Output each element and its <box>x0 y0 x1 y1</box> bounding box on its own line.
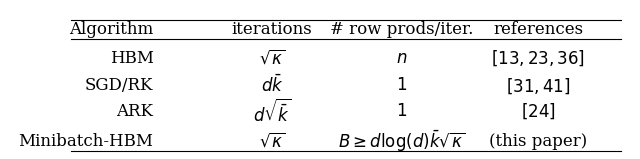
Text: $1$: $1$ <box>396 103 408 120</box>
Text: # row prods/iter.: # row prods/iter. <box>330 21 474 38</box>
Text: $\sqrt{\kappa}$: $\sqrt{\kappa}$ <box>259 132 285 151</box>
Text: $\sqrt{\kappa}$: $\sqrt{\kappa}$ <box>259 49 285 68</box>
Text: $d\bar{k}$: $d\bar{k}$ <box>260 75 284 97</box>
Text: $[13, 23, 36]$: $[13, 23, 36]$ <box>491 49 585 68</box>
Text: Minibatch-HBM: Minibatch-HBM <box>19 133 154 150</box>
Text: $B \geq d\log(d)\bar{k}\sqrt{\kappa}$: $B \geq d\log(d)\bar{k}\sqrt{\kappa}$ <box>339 128 466 154</box>
Text: $d\sqrt{\bar{k}}$: $d\sqrt{\bar{k}}$ <box>253 97 291 125</box>
Text: SGD/RK: SGD/RK <box>85 77 154 94</box>
Text: (this paper): (this paper) <box>489 133 587 150</box>
Text: ARK: ARK <box>116 103 154 120</box>
Text: HBM: HBM <box>109 50 154 67</box>
Text: $1$: $1$ <box>396 77 408 94</box>
Text: $n$: $n$ <box>396 50 408 67</box>
Text: Algorithm: Algorithm <box>69 21 154 38</box>
Text: references: references <box>493 21 583 38</box>
Text: $[24]$: $[24]$ <box>521 102 556 121</box>
Text: iterations: iterations <box>232 21 312 38</box>
Text: $[31, 41]$: $[31, 41]$ <box>506 76 570 96</box>
